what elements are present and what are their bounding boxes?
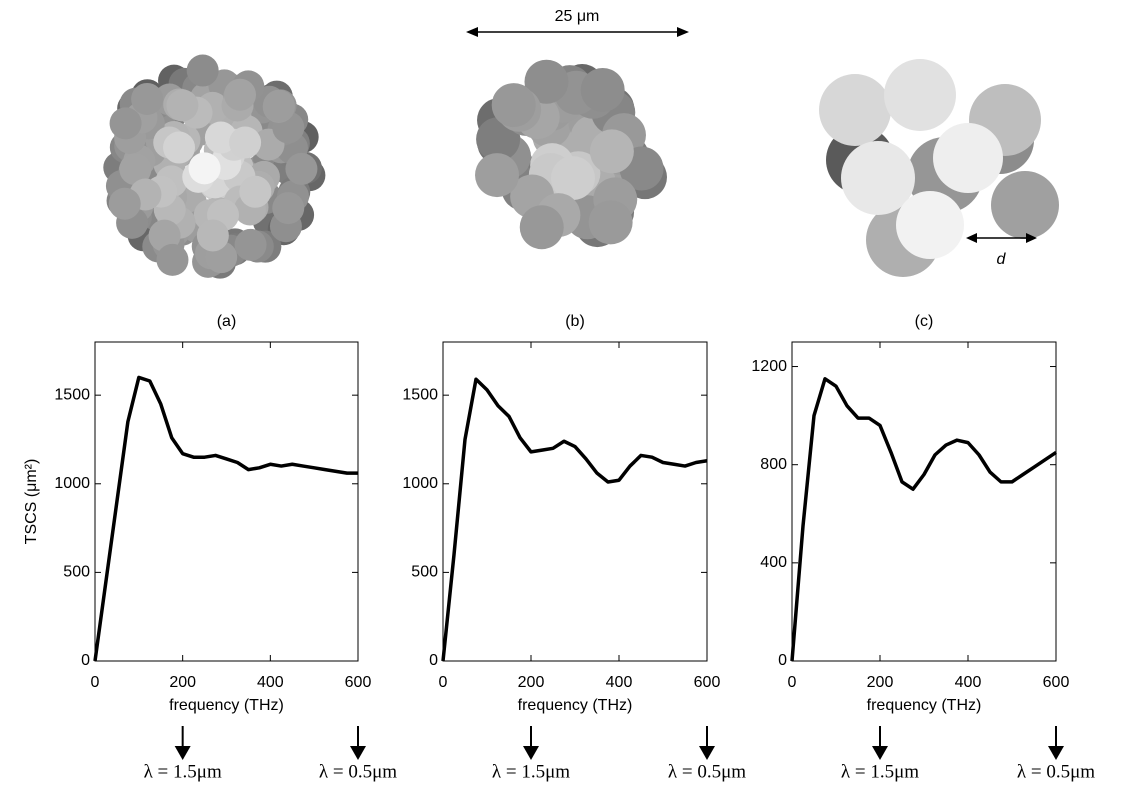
x-axis-label: frequency (THz) <box>867 697 982 714</box>
axes-box <box>442 341 708 662</box>
y-tick-label: 0 <box>778 652 787 669</box>
axes-box <box>94 341 359 662</box>
lambda-arrow-head <box>1048 746 1064 760</box>
sphere <box>239 175 272 208</box>
sphere <box>148 219 181 252</box>
x-tick-label: 200 <box>169 674 196 691</box>
sphere <box>475 153 520 198</box>
x-tick-label: 0 <box>91 674 100 691</box>
sphere <box>884 59 956 131</box>
y-tick-label: 800 <box>760 456 787 473</box>
lambda-label: λ = 0.5μm <box>1017 761 1095 782</box>
x-tick-label: 400 <box>955 674 982 691</box>
chart-title: (b) <box>565 313 585 330</box>
sphere <box>819 74 891 146</box>
sphere <box>896 191 964 259</box>
lambda-arrow-head <box>872 746 888 760</box>
x-axis-label: frequency (THz) <box>169 697 284 714</box>
chart-title: (a) <box>217 313 237 330</box>
lambda-arrow-head <box>699 746 715 760</box>
sphere <box>163 131 196 164</box>
sphere <box>262 89 295 122</box>
x-tick-label: 0 <box>439 674 448 691</box>
y-tick-label: 1000 <box>54 475 90 492</box>
d-label: d <box>997 251 1007 268</box>
x-tick-label: 600 <box>345 674 372 691</box>
sphere <box>224 78 257 111</box>
sphere <box>272 192 305 225</box>
sphere <box>131 82 164 115</box>
sphere <box>491 83 536 128</box>
sphere <box>119 153 152 186</box>
sphere <box>285 152 318 185</box>
y-tick-label: 1000 <box>402 475 438 492</box>
sphere <box>186 54 219 87</box>
chart-title: (c) <box>915 313 934 330</box>
scale-label: 25 μm <box>555 8 600 25</box>
data-line <box>93 375 358 662</box>
y-tick-label: 0 <box>81 652 90 669</box>
sphere <box>204 121 237 154</box>
lambda-label: λ = 1.5μm <box>144 761 222 782</box>
y-tick-label: 1200 <box>751 358 787 375</box>
sphere <box>588 200 633 245</box>
y-tick-label: 0 <box>429 652 438 669</box>
sphere <box>188 152 221 185</box>
x-tick-label: 400 <box>606 674 633 691</box>
lambda-arrow-head <box>350 746 366 760</box>
y-tick-label: 1500 <box>54 386 90 403</box>
sphere <box>933 123 1003 193</box>
sphere <box>991 171 1059 239</box>
data-line <box>790 377 1057 662</box>
lambda-label: λ = 0.5μm <box>319 761 397 782</box>
y-tick-label: 500 <box>63 564 90 581</box>
data-line <box>441 377 708 662</box>
x-tick-label: 400 <box>257 674 284 691</box>
sphere <box>519 205 564 250</box>
sphere <box>589 129 634 174</box>
sphere-images <box>103 54 1059 279</box>
sphere <box>841 141 915 215</box>
y-axis-label: TSCS (μm²) <box>23 459 40 545</box>
sphere <box>580 67 625 112</box>
sphere <box>229 126 262 159</box>
sphere <box>550 156 595 201</box>
sphere <box>108 187 141 220</box>
x-tick-label: 600 <box>694 674 721 691</box>
sphere <box>524 59 569 104</box>
lambda-arrow-head <box>523 746 539 760</box>
lambda-label: λ = 1.5μm <box>492 761 570 782</box>
y-tick-label: 500 <box>411 564 438 581</box>
lambda-label: λ = 1.5μm <box>841 761 919 782</box>
sphere <box>196 219 229 252</box>
x-tick-label: 200 <box>867 674 894 691</box>
x-tick-label: 200 <box>518 674 545 691</box>
sphere <box>156 243 189 276</box>
y-tick-label: 400 <box>760 554 787 571</box>
x-tick-label: 0 <box>788 674 797 691</box>
sphere <box>166 89 199 122</box>
y-tick-label: 1500 <box>402 386 438 403</box>
x-tick-label: 600 <box>1043 674 1070 691</box>
x-axis-label: frequency (THz) <box>518 697 633 714</box>
lambda-arrow-head <box>174 746 191 760</box>
axes-box <box>791 341 1057 662</box>
sphere <box>109 107 142 140</box>
lambda-label: λ = 0.5μm <box>668 761 746 782</box>
sphere <box>234 228 267 261</box>
